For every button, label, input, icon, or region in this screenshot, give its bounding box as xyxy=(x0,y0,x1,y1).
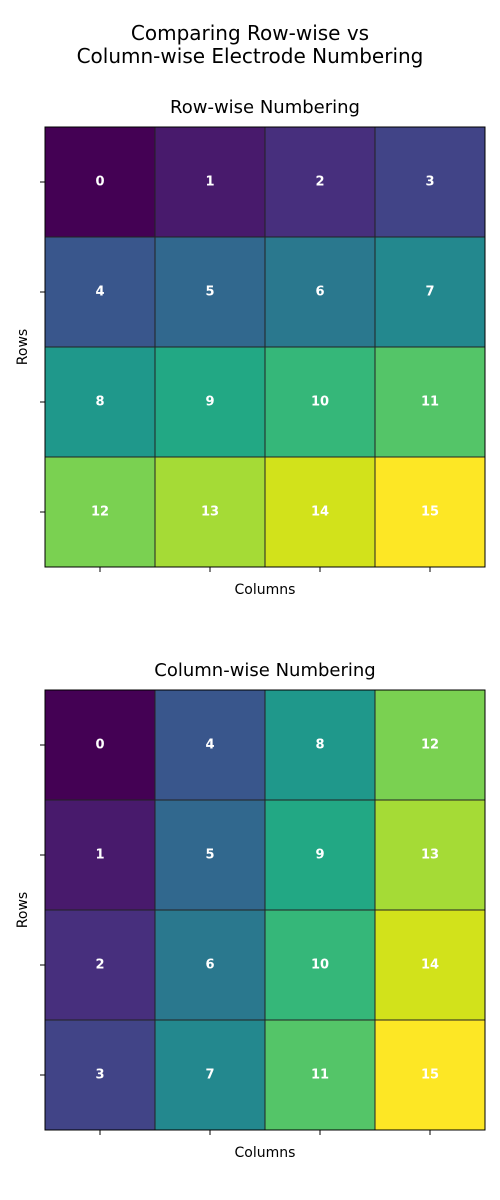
column-wise-x-axis-label: Columns xyxy=(235,1145,296,1161)
column-wise-cell-label-r1-c2: 9 xyxy=(315,848,324,863)
column-wise-cell-r0-c2 xyxy=(264,689,376,801)
column-wise-cell-r2-c0 xyxy=(44,909,156,1021)
column-wise-cell-r2-c1 xyxy=(154,909,266,1021)
column-wise-ticks xyxy=(40,744,431,1135)
row-wise-x-axis-label: Columns xyxy=(235,582,296,598)
row-wise-y-axis-label: Rows xyxy=(15,329,31,365)
row-wise-cell-r3-c2 xyxy=(264,456,376,568)
row-wise-cell-label-r3-c2: 14 xyxy=(311,505,329,520)
row-wise-cell-r3-c3 xyxy=(374,456,486,568)
row-wise-cell-r3-c0 xyxy=(44,456,156,568)
column-wise-cell-label-r0-c0: 0 xyxy=(95,738,104,753)
column-wise-cell-label-r2-c3: 14 xyxy=(421,958,439,973)
row-wise-cell-r0-c0 xyxy=(44,126,156,238)
figure-title-line-1: Comparing Row-wise vs xyxy=(131,21,369,45)
row-wise-cell-r1-c0 xyxy=(44,236,156,348)
row-wise-cell-label-r1-c0: 4 xyxy=(95,285,104,300)
row-wise-cell-r0-c1 xyxy=(154,126,266,238)
column-wise-cell-r1-c1 xyxy=(154,799,266,911)
column-wise-cell-r1-c3 xyxy=(374,799,486,911)
row-wise-cell-r2-c1 xyxy=(154,346,266,458)
column-wise-plot-frame xyxy=(44,689,486,1131)
row-wise-cell-label-r0-c0: 0 xyxy=(95,175,104,190)
column-wise-cell-r1-c0 xyxy=(44,799,156,911)
column-wise-cell-label-r3-c3: 15 xyxy=(421,1068,439,1083)
row-wise-cell-label-r2-c2: 10 xyxy=(311,395,329,410)
column-wise-cell-label-r2-c1: 6 xyxy=(205,958,214,973)
column-wise-cell-label-r1-c0: 1 xyxy=(95,848,104,863)
row-wise-cell-label-r1-c2: 6 xyxy=(315,285,324,300)
column-wise-cell-r1-c2 xyxy=(264,799,376,911)
column-wise-title: Column-wise Numbering xyxy=(154,660,375,681)
column-wise-cell-r2-c2 xyxy=(264,909,376,1021)
row-wise-cell-label-r2-c0: 8 xyxy=(95,395,104,410)
column-wise-cell-r0-c0 xyxy=(44,689,156,801)
row-wise-plot-frame xyxy=(44,126,486,568)
column-wise-y-axis-label: Rows xyxy=(15,892,31,928)
row-wise-cell-label-r1-c1: 5 xyxy=(205,285,214,300)
column-wise-cell-r0-c1 xyxy=(154,689,266,801)
row-wise-cell-r3-c1 xyxy=(154,456,266,568)
row-wise-cell-label-r2-c3: 11 xyxy=(421,395,439,410)
column-wise-cell-label-r1-c1: 5 xyxy=(205,848,214,863)
column-wise-cell-label-r0-c3: 12 xyxy=(421,738,439,753)
row-wise-cell-label-r0-c2: 2 xyxy=(315,175,324,190)
column-wise-cell-label-r2-c0: 2 xyxy=(95,958,104,973)
row-wise-cell-label-r3-c1: 13 xyxy=(201,505,219,520)
column-wise-cell-r2-c3 xyxy=(374,909,486,1021)
row-wise-title: Row-wise Numbering xyxy=(170,97,360,118)
row-wise-cell-r1-c3 xyxy=(374,236,486,348)
column-wise-cell-label-r3-c0: 3 xyxy=(95,1068,104,1083)
row-wise-cell-r2-c3 xyxy=(374,346,486,458)
row-wise-cell-label-r2-c1: 9 xyxy=(205,395,214,410)
row-wise-cell-label-r3-c3: 15 xyxy=(421,505,439,520)
column-wise-heatmap: Column-wise Numbering 0 4 8 121 5 9 132 6 10 143 7… xyxy=(15,660,486,1161)
column-wise-cell-label-r0-c2: 8 xyxy=(315,738,324,753)
column-wise-cell-label-r3-c2: 11 xyxy=(311,1068,329,1083)
row-wise-cell-label-r0-c1: 1 xyxy=(205,175,214,190)
column-wise-cell-label-r2-c2: 10 xyxy=(311,958,329,973)
row-wise-cell-label-r0-c3: 3 xyxy=(425,175,434,190)
column-wise-cell-label-r0-c1: 4 xyxy=(205,738,214,753)
column-wise-cells: 0 4 8 121 5 9 132 6 10 143 7 11 15 xyxy=(44,689,486,1131)
row-wise-cell-r0-c3 xyxy=(374,126,486,238)
column-wise-cell-label-r1-c3: 13 xyxy=(421,848,439,863)
row-wise-cell-label-r3-c0: 12 xyxy=(91,505,109,520)
column-wise-cell-label-r3-c1: 7 xyxy=(205,1068,214,1083)
column-wise-cell-r0-c3 xyxy=(374,689,486,801)
row-wise-cell-label-r1-c3: 7 xyxy=(425,285,434,300)
row-wise-ticks xyxy=(40,181,431,572)
figure-title-line-2: Column-wise Electrode Numbering xyxy=(77,44,424,68)
row-wise-cell-r1-c1 xyxy=(154,236,266,348)
